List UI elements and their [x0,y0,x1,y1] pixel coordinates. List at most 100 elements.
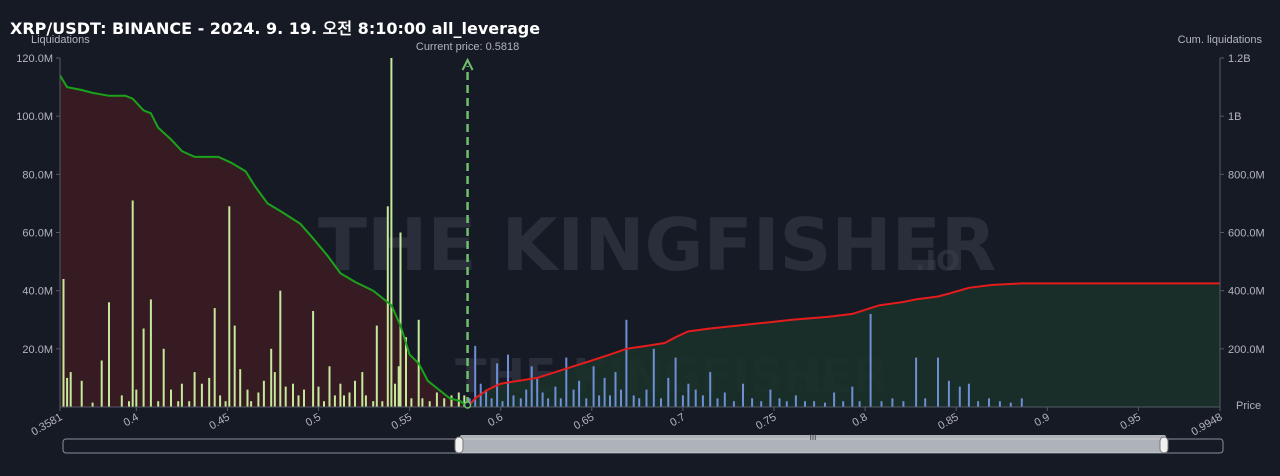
short-liquidation-bar [967,383,970,407]
short-liquidation-bar [824,402,826,407]
long-liquidation-bar [108,302,110,407]
right-axis-label: Cum. liquidations [1178,34,1263,46]
scrollbar-thumb[interactable] [460,435,1166,453]
long-liquidation-bar [348,392,351,407]
long-liquidation-bar [200,383,203,407]
long-liquidation-bar [213,308,216,407]
long-liquidation-bar [361,372,364,407]
long-liquidation-bar [273,372,276,407]
long-liquidation-bar [170,389,172,407]
short-liquidation-bar [869,313,872,407]
chart-title: XRP/USDT: BINANCE - 2024. 9. 19. 오전 8:10… [10,19,541,38]
long-liquidation-bar [435,392,438,407]
short-liquidation-bar [660,398,662,407]
long-liquidation-bar [397,366,400,407]
short-liquidation-bar [490,398,493,407]
cumulative-fills [60,75,1220,407]
short-liquidation-bar [541,392,544,407]
short-liquidation-bar [902,401,905,407]
short-liquidation-bar [578,380,581,407]
long-liquidation-bar [343,395,345,407]
short-liquidation-bar [530,366,533,407]
short-liquidation-bar [891,398,894,407]
long-liquidation-bar [219,395,222,407]
x-tick-label: 0.85 [936,411,961,432]
short-liquidation-bar [632,395,635,407]
long-liquidation-bar [372,401,375,407]
long-liquidation-bar [323,401,325,407]
long-liquidation-bar [410,398,413,407]
long-liquidation-bar [66,377,69,407]
short-liquidation-bar [565,357,568,407]
axes: 120.0M 100.0M 80.0M 60.0M 40.0M 20.0M 1.2B 1B 80… [16,53,1264,438]
short-liquidation-bar [723,392,726,407]
x-tick-label: 0.5 [304,411,323,429]
long-liquidation-bar [364,395,367,407]
range-scrollbar[interactable]: III [62,433,1224,454]
x-tick-label: 0.55 [390,411,415,432]
short-liquidation-bar [851,386,854,407]
short-liquidation-bar [988,398,990,407]
long-liquidation-bar [328,366,331,407]
long-liquidation-bar [262,380,265,407]
long-liquidation-bar [381,401,384,407]
short-cumulative-line [466,282,1220,407]
long-liquidation-bar [91,402,94,407]
short-liquidation-bar [614,372,617,407]
scrollbar-left-handle[interactable] [454,436,464,454]
x-tick-label: 0.65 [572,411,597,432]
short-liquidation-bar [501,401,504,407]
long-cumulative-area [60,75,468,407]
short-liquidation-bar [716,398,719,407]
short-liquidation-bar [547,398,550,407]
short-liquidation-bar [681,395,684,407]
short-liquidation-bar [638,398,641,407]
long-liquidation-bar [246,389,249,407]
short-liquidation-bar [769,389,772,407]
short-liquidation-bar [620,389,622,407]
long-liquidation-bar [421,398,424,407]
long-liquidation-bar [69,372,72,407]
short-liquidation-bar [519,398,522,407]
short-liquidation-bar [742,383,744,407]
x-tick-label: 0.3581 [29,411,64,438]
short-liquidation-bar [998,401,1001,407]
long-liquidation-bar [80,380,83,407]
right-tick-label: 800.0M [1228,169,1265,181]
short-liquidation-bar [585,398,588,407]
short-liquidation-bar [915,357,918,407]
short-liquidation-bar [794,395,797,407]
short-liquidation-bar [1009,402,1012,407]
long-liquidation-bar [428,401,431,407]
right-tick-label: 1B [1228,111,1241,123]
long-liquidation-bar [386,206,389,407]
current-price-marker: Current price: 0.5818 [416,41,519,409]
long-liquidation-bar [303,389,305,407]
right-tick-label: 600.0M [1228,228,1265,240]
scrollbar-right-handle[interactable] [1159,436,1169,454]
long-liquidation-bar [188,401,191,407]
long-liquidation-bar [257,392,260,407]
long-liquidation-bar [239,369,242,407]
long-liquidation-bar [135,389,138,407]
short-liquidation-bar [947,380,950,407]
x-tick-label: 0.7 [668,411,687,429]
short-liquidation-bar [709,372,712,407]
short-liquidation-bar [760,401,763,407]
left-tick-label: 80.0M [22,169,53,181]
long-liquidation-bar [279,290,282,407]
short-liquidation-bar [525,389,528,407]
right-tick-label: 1.2B [1228,53,1251,65]
short-liquidation-bar [507,354,509,407]
long-liquidation-bar [394,383,396,407]
watermark-main: THE KINGFISHER [318,203,996,287]
short-liquidation-bar [572,389,575,407]
long-liquidation-bar [62,279,65,407]
short-liquidation-bar [694,389,697,407]
x-tick-label: 0.4 [122,411,141,429]
short-liquidation-bar [603,377,606,407]
x-tick-label: 0.9948 [1189,411,1224,438]
short-liquidation-bar [778,398,781,407]
short-liquidation-bar [842,401,845,407]
